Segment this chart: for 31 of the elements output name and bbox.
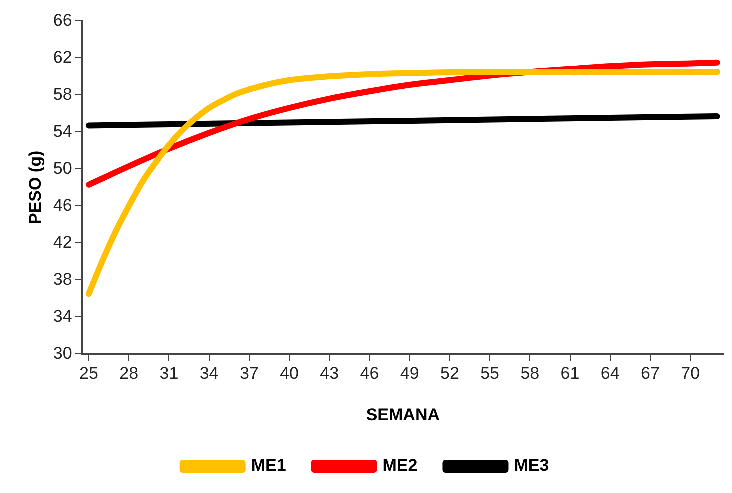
x-tick-label: 61 — [560, 364, 580, 384]
x-tick-label: 43 — [320, 364, 340, 384]
y-tick-label: 54 — [53, 122, 72, 141]
y-tick-label: 30 — [53, 344, 72, 363]
legend-label: ME1 — [251, 456, 286, 476]
x-tick-label: 46 — [360, 364, 380, 384]
x-tick-label: 64 — [600, 364, 620, 384]
x-tick-label: 25 — [80, 364, 98, 384]
y-tick-label: 46 — [53, 196, 72, 215]
x-tick-label: 58 — [520, 364, 540, 384]
x-tick-label: 34 — [200, 364, 219, 384]
x-tick-label: 37 — [240, 364, 259, 384]
y-axis-title: PESO (g) — [26, 150, 45, 225]
x-tick-label: 28 — [120, 364, 139, 384]
y-tick-label: 42 — [53, 232, 72, 252]
x-tick-label: 67 — [641, 364, 660, 384]
legend-label: ME3 — [514, 456, 550, 476]
x-tick-label: 70 — [681, 364, 700, 384]
y-tick-label: 50 — [53, 158, 72, 178]
x-tick-label: 49 — [400, 364, 420, 384]
y-tick-label: 34 — [53, 306, 72, 326]
x-tick-label: 52 — [440, 364, 460, 384]
x-tick-label: 31 — [160, 364, 179, 384]
y-tick-label: 38 — [53, 270, 72, 289]
y-tick-label: 58 — [53, 84, 72, 104]
x-axis-title: SEMANA — [366, 405, 440, 424]
y-tick-label: 66 — [53, 10, 72, 30]
x-tick-label: 55 — [480, 364, 500, 384]
y-tick-label: 62 — [53, 48, 72, 67]
x-tick-label: 40 — [280, 364, 299, 384]
legend-label: ME2 — [382, 456, 418, 476]
